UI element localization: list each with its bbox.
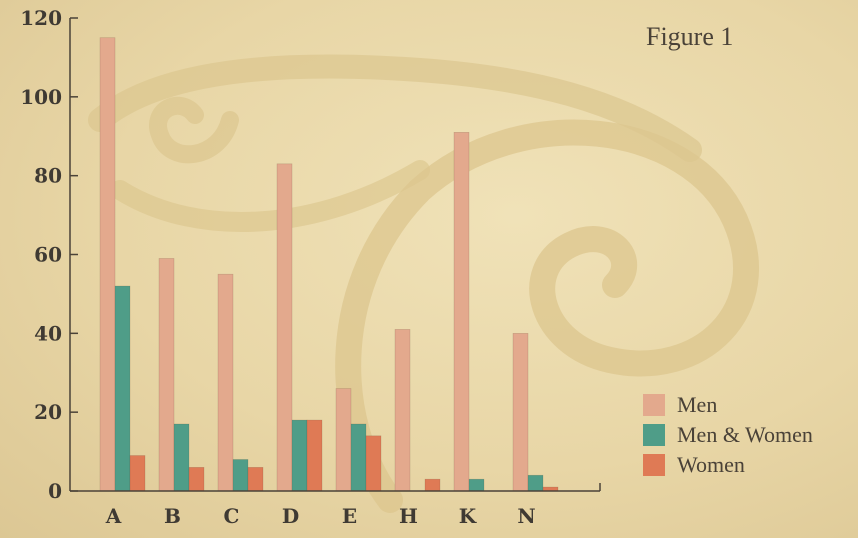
bar-d-men-and-women <box>291 419 308 492</box>
legend-item-men-women: Men & Women <box>643 420 813 450</box>
y-tick-label-40: 40 <box>34 321 62 345</box>
x-label-h: H <box>399 504 418 528</box>
y-tick-label-60: 60 <box>34 243 62 267</box>
bar-d-men <box>276 163 293 492</box>
y-tick-label-100: 100 <box>20 85 62 109</box>
legend-swatch-men <box>643 394 665 416</box>
bar-n-men <box>512 333 529 492</box>
x-label-d: D <box>282 504 299 528</box>
bar-a-men <box>99 37 116 492</box>
x-label-c: C <box>224 504 240 528</box>
chart-legend: Men Men & Women Women <box>643 390 813 480</box>
legend-swatch-men-women <box>643 424 665 446</box>
y-tick-label-80: 80 <box>34 164 62 188</box>
bar-k-men-and-women <box>468 478 485 492</box>
figure-label: Figure 1 <box>646 22 734 51</box>
bar-a-men-and-women <box>114 285 131 492</box>
bar-e-women <box>365 435 382 492</box>
y-tick-label-120: 120 <box>20 6 62 30</box>
bar-c-women <box>247 467 264 492</box>
swirl-small <box>149 96 239 164</box>
legend-item-men: Men <box>643 390 813 420</box>
bar-b-men-and-women <box>173 423 190 492</box>
bar-b-women <box>188 467 205 492</box>
x-label-e: E <box>342 504 357 528</box>
bar-b-men <box>158 258 175 492</box>
swirl-upper <box>88 54 702 162</box>
bar-c-men <box>217 273 234 492</box>
legend-label-men-women: Men & Women <box>677 422 813 447</box>
bar-h-women <box>424 478 441 492</box>
y-tick-group: 0 20 40 60 80 100 120 <box>20 6 78 503</box>
legend-label-men: Men <box>677 392 718 417</box>
bars-group <box>99 37 559 492</box>
swirl-mid <box>110 160 430 232</box>
x-label-n: N <box>517 504 535 528</box>
x-label-a: A <box>105 504 122 528</box>
legend-swatch-women <box>643 454 665 476</box>
legend-item-women: Women <box>643 450 813 480</box>
swirl-large <box>335 119 759 513</box>
bar-d-women <box>306 419 323 492</box>
bar-e-men-and-women <box>350 423 367 492</box>
bar-c-men-and-women <box>232 459 249 492</box>
bar-e-men <box>335 388 352 492</box>
x-label-b: B <box>164 504 181 528</box>
bar-a-women <box>129 455 146 492</box>
bar-n-men-and-women <box>527 474 544 492</box>
bar-k-men <box>453 132 470 492</box>
legend-label-women: Women <box>677 452 745 477</box>
y-tick-label-20: 20 <box>34 400 62 424</box>
swirl-decoration <box>88 54 759 513</box>
bar-h-men <box>394 329 411 492</box>
x-label-k: K <box>459 504 477 528</box>
y-tick-label-0: 0 <box>48 479 62 503</box>
